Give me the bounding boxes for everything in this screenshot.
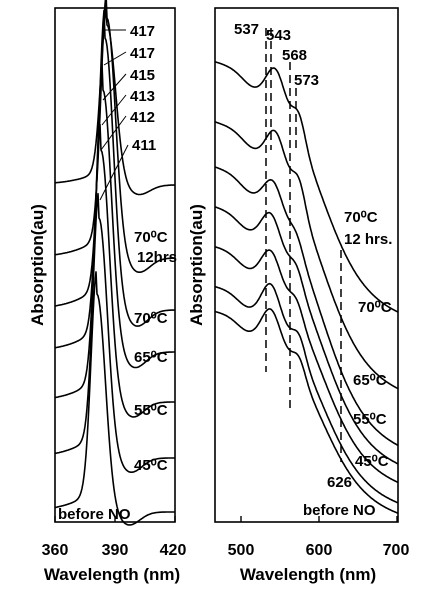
right-plot-frame: [214, 7, 399, 523]
condition-label: 65⁰C: [134, 349, 168, 366]
right-x-axis-title: Wavelength (nm): [240, 565, 376, 584]
peak-label: 412: [130, 109, 155, 126]
condition-label: 45⁰C: [134, 457, 168, 474]
spectrum-line-right: [214, 246, 399, 484]
condition-label: 70⁰C: [358, 299, 392, 316]
right-x-tick-label: 700: [383, 542, 410, 559]
peak-label: 417: [130, 23, 155, 40]
spectrum-line-right: [214, 282, 399, 504]
left-panel: 360 390 420 Wavelength (nm) Absorption(a…: [28, 0, 186, 584]
condition-label: 12 hrs.: [344, 231, 392, 248]
right-x-tick-label: 500: [228, 542, 255, 559]
spectrum-line-left: [54, 123, 175, 418]
peak-leader-line: [100, 115, 127, 151]
right-spectra: [214, 61, 399, 514]
condition-label: 65⁰C: [353, 372, 387, 389]
peak-label: 411: [132, 137, 156, 154]
spectrum-line-left: [54, 271, 175, 526]
spectrum-line-right: [214, 166, 399, 447]
left-x-tick-label: 420: [160, 542, 187, 559]
peak-label: 415: [130, 67, 155, 84]
spectrum-line-right: [214, 206, 399, 465]
spectrum-line-left: [54, 8, 176, 196]
left-x-tick-label: 360: [42, 542, 69, 559]
left-x-tick-label: 390: [102, 542, 129, 559]
left-x-axis-title: Wavelength (nm): [44, 565, 180, 584]
right-y-axis-title: Absorption(au): [187, 204, 206, 326]
spectrum-line-right: [214, 61, 399, 313]
spectrum-line-left: [54, 9, 176, 327]
left-y-axis-title: Absorption(au): [28, 204, 47, 326]
spectrum-line-left: [54, 192, 175, 474]
peak-label: 537: [234, 21, 259, 38]
peak-label: 543: [266, 27, 291, 44]
condition-label: 55⁰C: [134, 402, 168, 419]
condition-label: 70⁰C: [134, 310, 168, 327]
peak-leader-line: [99, 144, 129, 201]
spectrum-line-right: [214, 308, 399, 514]
peak-leader-line: [103, 51, 127, 66]
condition-label: 12hrs: [137, 249, 177, 266]
peak-label: 626: [327, 474, 352, 491]
peak-label: 413: [130, 88, 155, 105]
peak-label: 568: [282, 47, 307, 64]
peak-label: 417: [130, 45, 155, 62]
condition-label: 70⁰C: [344, 209, 378, 226]
left-spectra: [54, 0, 176, 526]
condition-label: 70⁰C: [134, 229, 168, 246]
condition-label: 55⁰C: [353, 411, 387, 428]
spectrum-line-right: [214, 121, 399, 390]
spectrum-line-left: [54, 0, 175, 274]
peak-leader-line: [101, 94, 127, 126]
right-x-tick-label: 600: [306, 542, 333, 559]
peak-leader-line: [102, 73, 127, 101]
condition-label: 45⁰C: [355, 453, 389, 470]
right-panel: 500 600 700 Wavelength (nm) Absorption(a…: [187, 7, 410, 584]
condition-label: before NO: [58, 506, 131, 523]
spectrum-line-left: [54, 62, 175, 369]
peak-label: 573: [294, 72, 319, 89]
condition-label: before NO: [303, 502, 376, 519]
